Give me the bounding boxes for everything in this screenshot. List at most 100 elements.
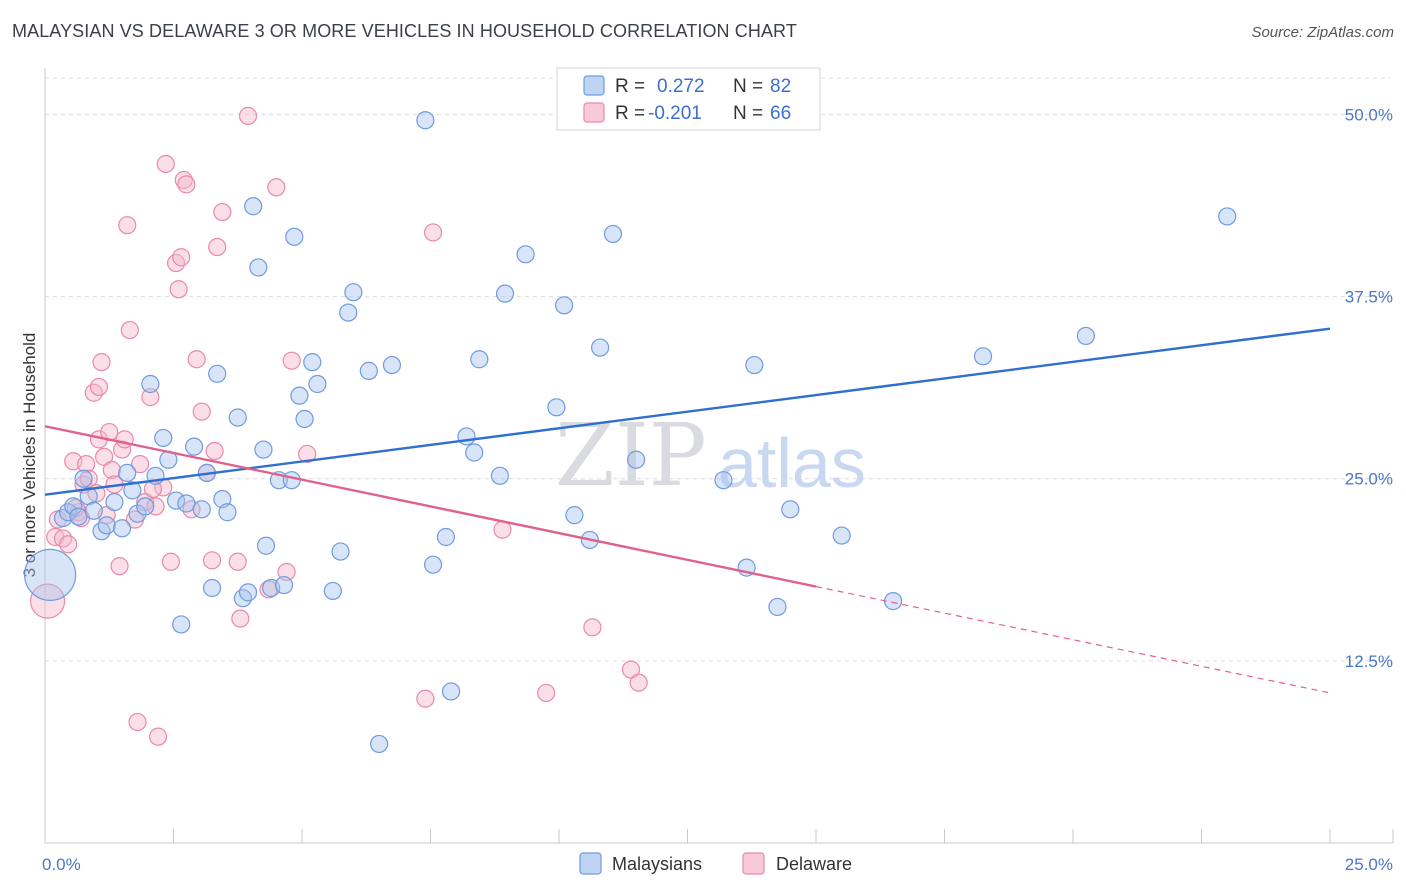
point-malaysians [883,592,903,611]
point-delaware [228,552,247,571]
point-delaware [115,430,134,449]
point-malaysians [105,492,124,512]
point-delaware [537,683,556,703]
y-tick-label: 25.0% [1345,470,1393,489]
point-malaysians [495,284,515,303]
point-malaysians [123,481,142,500]
y-tick-label: 50.0% [1345,105,1393,124]
point-delaware [169,280,188,299]
point-delaware [267,178,286,197]
point-malaysians [768,597,787,617]
point-malaysians [166,491,186,510]
point-delaware [130,455,150,474]
point-delaware [172,248,191,267]
bottom-legend-label-delaware: Delaware [776,854,852,874]
point-malaysians [92,522,111,541]
point-malaysians [781,500,800,519]
point-malaysians [202,578,222,598]
point-malaysians [308,374,327,394]
point-malaysians [282,471,301,490]
point-malaysians [238,583,258,602]
point-delaware [187,350,206,369]
point-malaysians [832,526,851,545]
legend-r-value-1: -0.201 [648,103,702,124]
source-label: Source: ZipAtlas.com [1251,24,1394,41]
y-tick-label: 12.5% [1345,652,1393,671]
point-malaysians [416,111,435,130]
point-malaysians [323,581,342,601]
point-malaysians [745,355,764,375]
x-tick-labels: 0.0% 25.0% [42,855,1393,874]
point-malaysians [331,542,350,561]
point-malaysians [64,497,83,516]
point-malaysians [516,245,535,264]
y-tick-label: 37.5% [1345,288,1393,307]
point-delaware [205,441,224,461]
legend-n-value-0: 82 [770,76,791,97]
point-malaysians [359,361,378,380]
point-malaysians [591,338,610,357]
point-delaware [102,460,121,480]
point-malaysians [303,353,322,372]
point-delaware [89,377,109,397]
point-delaware [161,552,181,571]
point-delaware [29,583,66,619]
point-delaware [141,388,160,407]
point-malaysians [218,503,237,522]
point-malaysians [603,224,623,244]
point-malaysians [141,374,160,394]
point-malaysians [74,469,93,488]
watermark-atlas: atlas [718,424,866,502]
watermark-zip: ZIP [555,406,707,506]
point-malaysians [228,408,247,427]
point-delaware [629,673,648,692]
legend-r-label-1: R = [615,103,645,124]
legend-r-value-0: 0.272 [657,76,705,97]
point-delaware [416,689,435,708]
point-malaysians [84,501,103,520]
point-malaysians [382,355,402,375]
point-delaware [84,383,103,402]
point-malaysians [490,466,509,485]
y-tick-labels: 12.5% 25.0% 37.5% 50.0% [1345,105,1393,670]
point-malaysians [24,548,77,601]
chart-title: MALAYSIAN VS DELAWARE 3 OR MORE VEHICLES… [12,21,797,41]
point-malaysians [370,734,389,754]
point-malaysians [290,386,309,405]
point-malaysians [136,497,155,516]
point-malaysians [274,575,294,595]
point-malaysians [344,283,363,302]
point-delaware [166,253,186,273]
point-delaware [92,353,111,372]
point-malaysians [184,437,204,456]
point-malaysians [69,507,88,526]
legend-swatch-malaysians [583,75,605,96]
point-delaware [156,154,175,174]
point-malaysians [172,615,191,634]
point-malaysians [714,471,733,490]
legend-swatch-delaware [583,102,605,123]
point-malaysians [192,500,211,519]
x-tick-label: 25.0% [1345,855,1393,874]
point-delaware [182,500,201,519]
point-delaware [110,557,129,576]
point-malaysians [208,364,227,383]
legend-n-label-0: N = [733,76,763,97]
point-delaware [59,535,78,554]
point-malaysians [128,504,147,523]
point-malaysians [626,450,646,469]
point-malaysians [423,555,443,574]
point-delaware [238,106,258,125]
legend-n-value-1: 66 [770,103,791,124]
point-delaware [146,497,165,516]
point-malaysians [53,508,73,528]
point-malaysians [249,258,268,277]
point-delaware [128,712,147,732]
point-malaysians [285,227,304,246]
point-delaware [208,237,227,257]
x-tick-label: 0.0% [42,855,81,874]
point-malaysians [339,303,358,322]
point-malaysians [436,527,456,547]
point-malaysians [97,516,116,535]
